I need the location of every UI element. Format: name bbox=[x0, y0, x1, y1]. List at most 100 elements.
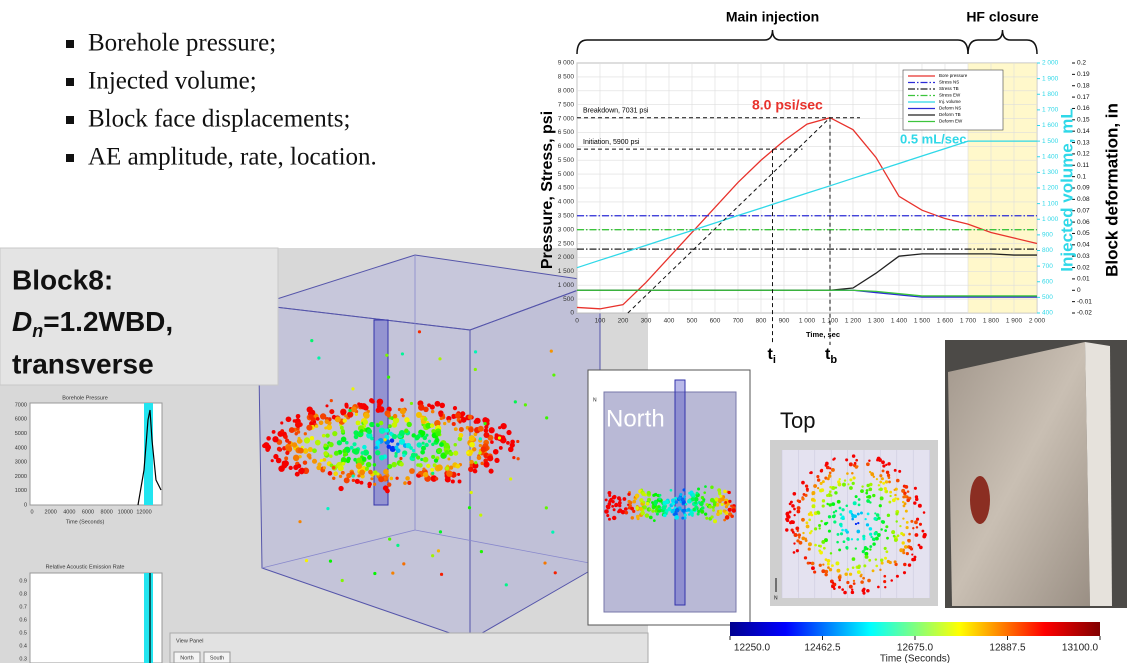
y-tick-label: 2 500 bbox=[558, 240, 575, 247]
ae-event bbox=[723, 518, 727, 522]
ae-event bbox=[854, 547, 857, 550]
ae-event bbox=[460, 417, 467, 423]
ae-event bbox=[913, 501, 917, 505]
ae-event bbox=[818, 527, 821, 530]
y-tick-label: 4000 bbox=[15, 445, 27, 451]
ae-event bbox=[862, 587, 866, 591]
ae-event bbox=[302, 460, 308, 465]
time-marker-subscript: i bbox=[773, 354, 776, 366]
ae-event bbox=[384, 428, 389, 433]
view-button-label[interactable]: North bbox=[180, 655, 193, 661]
ae-event bbox=[434, 476, 439, 481]
ae-event bbox=[409, 468, 415, 474]
ae-event bbox=[907, 538, 910, 542]
y3-tick-label: 0 bbox=[1077, 287, 1081, 294]
ae-event bbox=[873, 531, 878, 536]
ae-event bbox=[386, 444, 391, 449]
ae-event bbox=[353, 434, 359, 440]
ae-event bbox=[896, 497, 900, 501]
ae-event bbox=[337, 465, 344, 472]
view-button[interactable] bbox=[203, 651, 231, 663]
ae-event bbox=[278, 465, 285, 472]
ae-event bbox=[713, 519, 718, 524]
ae-event bbox=[387, 424, 392, 429]
ae-event bbox=[394, 454, 398, 458]
ae-event bbox=[372, 463, 377, 467]
x-tick-label: 1 700 bbox=[960, 318, 977, 325]
ae-event bbox=[873, 516, 878, 521]
ae-event bbox=[611, 504, 615, 508]
ae-event bbox=[276, 446, 282, 452]
ae-event bbox=[658, 497, 662, 501]
ae-event bbox=[411, 433, 416, 438]
ae-event bbox=[612, 494, 617, 500]
ae-event bbox=[862, 534, 866, 538]
ae-event bbox=[796, 506, 801, 511]
ae-event bbox=[857, 522, 860, 525]
ae-event bbox=[438, 530, 443, 534]
ae-event bbox=[488, 468, 494, 474]
x-tick-label: 12000 bbox=[136, 509, 151, 515]
ae-event bbox=[376, 472, 380, 476]
ae-event bbox=[321, 433, 326, 438]
ae-event bbox=[865, 489, 869, 492]
ae-event bbox=[661, 505, 667, 510]
y3-tick-label: 0.17 bbox=[1077, 94, 1090, 101]
ae-event bbox=[852, 582, 856, 585]
ae-event bbox=[391, 422, 398, 428]
ae-event bbox=[339, 425, 344, 430]
ae-event bbox=[866, 512, 870, 516]
ae-event bbox=[657, 505, 661, 509]
ae-event bbox=[458, 432, 464, 438]
y-tick-label: 7000 bbox=[15, 402, 27, 408]
ae-event bbox=[425, 422, 432, 429]
ae-event bbox=[378, 406, 385, 413]
time-marker-subscript: b bbox=[830, 354, 837, 366]
ae-event bbox=[469, 459, 474, 465]
ae-event bbox=[409, 401, 414, 406]
ae-event bbox=[834, 486, 838, 489]
ae-event bbox=[785, 518, 790, 523]
ae-event bbox=[309, 435, 315, 441]
ae-event bbox=[837, 585, 841, 589]
ae-event bbox=[357, 474, 361, 478]
ae-event bbox=[918, 522, 923, 526]
ae-event bbox=[864, 517, 867, 521]
ae-event bbox=[885, 525, 889, 529]
y-tick-label: 8 500 bbox=[558, 74, 575, 81]
ae-event bbox=[652, 519, 656, 522]
ae-event bbox=[439, 416, 443, 421]
view-button[interactable] bbox=[173, 651, 201, 663]
legend-label: Stress TB bbox=[939, 86, 959, 91]
ae-event bbox=[856, 565, 861, 570]
ae-event bbox=[891, 530, 896, 535]
ae-event bbox=[644, 513, 650, 518]
ae-event bbox=[907, 563, 912, 567]
y2-tick-label: 1 600 bbox=[1042, 122, 1059, 129]
x-tick-label: 900 bbox=[779, 318, 790, 325]
ae-event bbox=[802, 493, 806, 496]
y-tick-label: 0.7 bbox=[19, 604, 27, 610]
ae-event bbox=[436, 464, 443, 471]
ae-event bbox=[886, 559, 891, 564]
ae-event bbox=[813, 527, 818, 531]
view-panel bbox=[169, 632, 649, 663]
y-tick-label: 0.3 bbox=[19, 656, 27, 662]
ae-event bbox=[727, 507, 732, 512]
ae-event bbox=[844, 572, 848, 576]
ae-event bbox=[896, 534, 900, 538]
view-button-label[interactable]: South bbox=[210, 655, 224, 661]
ae-event bbox=[828, 490, 832, 494]
ae-event bbox=[919, 545, 923, 550]
ae-event bbox=[646, 490, 651, 496]
ae-event bbox=[604, 509, 609, 514]
ae-event bbox=[447, 419, 451, 423]
ae-event bbox=[831, 486, 836, 491]
y2-tick-label: 2 000 bbox=[1042, 60, 1059, 67]
y-tick-label: 7 500 bbox=[558, 101, 575, 108]
ae-event bbox=[283, 434, 288, 439]
ae-event bbox=[341, 461, 346, 466]
ae-event bbox=[804, 537, 807, 540]
ae-event bbox=[801, 517, 805, 522]
ae-event bbox=[809, 471, 812, 475]
